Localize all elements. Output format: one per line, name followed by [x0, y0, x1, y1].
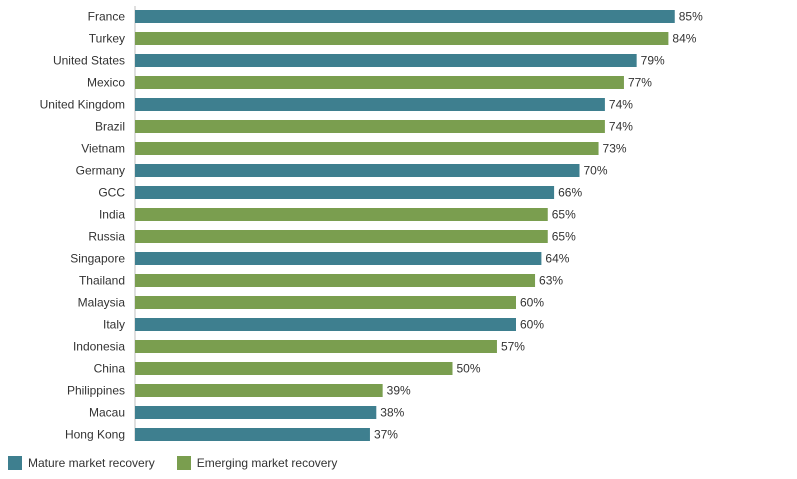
data-label: 79% — [641, 54, 665, 68]
bar-emerging — [135, 230, 548, 243]
category-tick-label: China — [94, 362, 126, 376]
category-tick-label: Vietnam — [81, 142, 125, 156]
data-label: 74% — [609, 98, 633, 112]
bar-row: Turkey 84% — [89, 32, 697, 46]
category-tick-label: Italy — [103, 318, 125, 332]
data-label: 73% — [603, 142, 627, 156]
bar-row: Italy 60% — [103, 318, 544, 332]
data-label: 60% — [520, 296, 544, 310]
legend-item-emerging: Emerging market recovery — [176, 456, 338, 470]
data-label: 70% — [584, 164, 608, 178]
category-tick-label: Singapore — [70, 252, 125, 266]
category-tick-label: Russia — [88, 230, 125, 244]
category-tick-label: Indonesia — [73, 340, 125, 354]
data-label: 57% — [501, 340, 525, 354]
data-label: 65% — [552, 208, 576, 222]
bar-mature — [135, 252, 542, 265]
bar-emerging — [135, 120, 605, 133]
bars-layer: France 85% Turkey 84% United States 79% Mexico… — [40, 10, 703, 442]
bar-row: United Kingdom 74% — [40, 98, 634, 112]
category-tick-label: Hong Kong — [65, 428, 125, 442]
bar-row: Malaysia 60% — [78, 296, 545, 310]
bar-emerging — [135, 76, 624, 89]
bar-row: Brazil 74% — [95, 120, 633, 134]
bar-mature — [135, 186, 555, 199]
category-tick-label: GCC — [98, 186, 125, 200]
bar-mature — [135, 164, 580, 177]
bar-row: France 85% — [88, 10, 703, 24]
bar-mature — [135, 318, 516, 331]
bar-mature — [135, 98, 605, 111]
category-tick-label: Turkey — [89, 32, 125, 46]
data-label: 37% — [374, 428, 398, 442]
data-label: 63% — [539, 274, 563, 288]
category-tick-label: Germany — [76, 164, 125, 178]
bar-emerging — [135, 340, 497, 353]
bar-mature — [135, 428, 370, 441]
bar-row: Macau 38% — [89, 406, 405, 420]
bar-mature — [135, 406, 377, 419]
legend-swatch-mature — [8, 456, 22, 470]
legend-label-mature: Mature market recovery — [28, 456, 155, 470]
data-label: 64% — [545, 252, 569, 266]
bar-emerging — [135, 274, 536, 287]
data-label: 66% — [558, 186, 582, 200]
bar-row: Hong Kong 37% — [65, 428, 398, 442]
data-label: 84% — [672, 32, 696, 46]
category-tick-label: Philippines — [67, 384, 125, 398]
bar-emerging — [135, 32, 669, 45]
legend-label-emerging: Emerging market recovery — [196, 456, 338, 470]
bar-row: Germany 70% — [76, 164, 608, 178]
data-label: 74% — [609, 120, 633, 134]
bar-row: Mexico 77% — [87, 76, 652, 90]
bar-emerging — [135, 384, 383, 397]
category-tick-label: Brazil — [95, 120, 125, 134]
bar-emerging — [135, 142, 599, 155]
category-tick-label: Malaysia — [78, 296, 126, 310]
bar-row: Indonesia 57% — [73, 340, 525, 354]
category-tick-label: Thailand — [79, 274, 125, 288]
category-tick-label: Macau — [89, 406, 125, 420]
legend-swatch-emerging — [176, 456, 191, 470]
bar-mature — [135, 54, 637, 67]
bar-row: United States 79% — [53, 54, 665, 68]
legend: Mature market recovery Emerging market r… — [8, 456, 359, 470]
category-tick-label: Mexico — [87, 76, 125, 90]
bar-emerging — [135, 296, 516, 309]
data-label: 85% — [679, 10, 703, 24]
data-label: 38% — [380, 406, 404, 420]
bar-row: Philippines 39% — [67, 384, 411, 398]
bar-row: China 50% — [94, 362, 481, 376]
legend-item-mature: Mature market recovery — [8, 456, 155, 470]
category-tick-label: France — [88, 10, 126, 24]
bar-mature — [135, 10, 675, 23]
data-label: 77% — [628, 76, 652, 90]
bar-row: Thailand 63% — [79, 274, 563, 288]
data-label: 60% — [520, 318, 544, 332]
data-label: 50% — [457, 362, 481, 376]
bar-row: Vietnam 73% — [81, 142, 627, 156]
bar-emerging — [135, 362, 453, 375]
data-label: 65% — [552, 230, 576, 244]
bar-row: Singapore 64% — [70, 252, 569, 266]
bar-row: GCC 66% — [98, 186, 582, 200]
category-tick-label: United States — [53, 54, 125, 68]
bar-row: India 65% — [99, 208, 576, 222]
category-tick-label: India — [99, 208, 125, 222]
bar-row: Russia 65% — [88, 230, 576, 244]
data-label: 39% — [387, 384, 411, 398]
bar-emerging — [135, 208, 548, 221]
category-tick-label: United Kingdom — [40, 98, 125, 112]
